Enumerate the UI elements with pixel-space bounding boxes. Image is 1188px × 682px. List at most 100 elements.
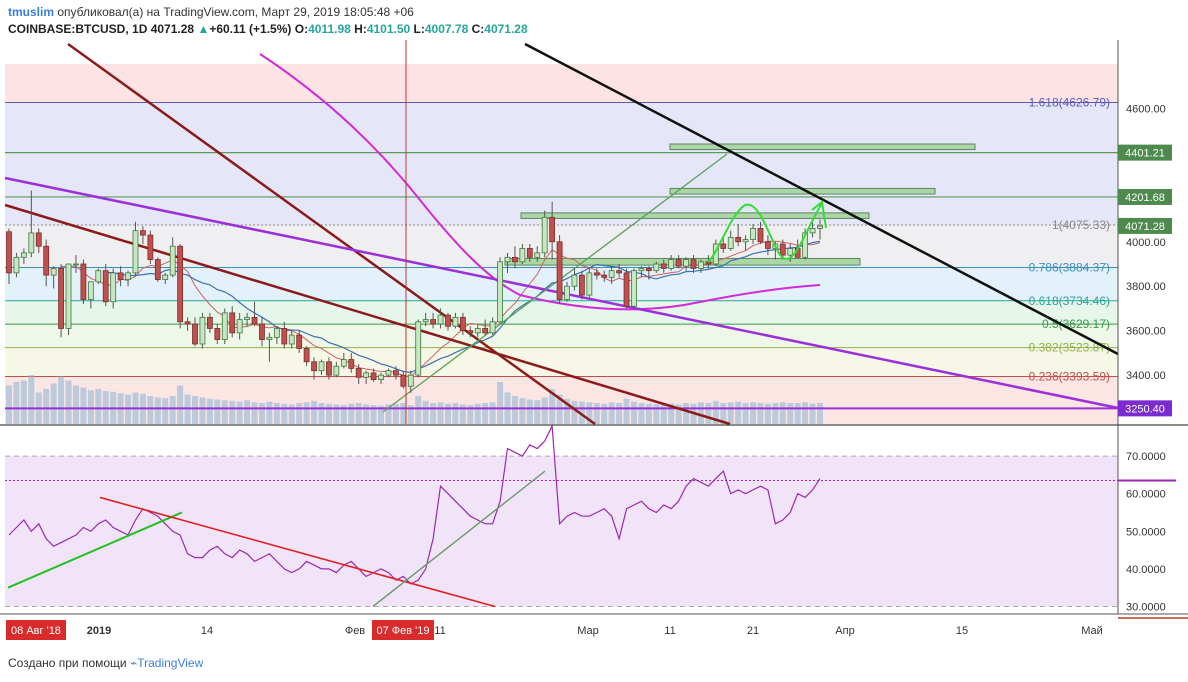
volume-bar bbox=[720, 403, 727, 424]
candle-body bbox=[28, 232, 35, 254]
candle-body bbox=[326, 361, 332, 376]
author-name[interactable]: tmuslim bbox=[8, 5, 55, 19]
candle-body bbox=[147, 234, 154, 260]
candle-body bbox=[125, 272, 131, 280]
candle-body bbox=[363, 372, 370, 378]
volume-bar bbox=[675, 404, 682, 424]
volume-bar bbox=[482, 403, 489, 424]
candle-body bbox=[556, 241, 563, 300]
candle-body bbox=[675, 259, 682, 267]
candle-body bbox=[645, 268, 652, 272]
candle-body bbox=[244, 316, 250, 320]
candle-body bbox=[296, 334, 303, 349]
candle-body bbox=[727, 236, 734, 249]
price-axis-bg bbox=[1118, 40, 1188, 614]
volume-bar bbox=[273, 403, 280, 424]
candle-body bbox=[65, 263, 72, 329]
volume-bar bbox=[258, 403, 265, 424]
price-change: +60.11 (+1.5%) bbox=[209, 22, 292, 36]
volume-bar bbox=[311, 400, 318, 424]
candle-body bbox=[474, 328, 481, 334]
volume-bar bbox=[549, 389, 556, 424]
candle-body bbox=[169, 245, 176, 276]
symbol-name[interactable]: COINBASE:BTCUSD, bbox=[8, 22, 129, 36]
candle-body bbox=[385, 370, 392, 376]
volume-bar bbox=[571, 400, 578, 424]
fib-level-label: 0.5(3629.17) bbox=[1042, 317, 1110, 331]
volume-bar bbox=[266, 401, 273, 424]
fib-zone bbox=[5, 64, 1118, 103]
candle-body bbox=[482, 328, 489, 334]
candle-body bbox=[519, 248, 526, 263]
ma-long-line bbox=[259, 53, 821, 311]
volume-bar bbox=[370, 405, 377, 424]
fib-level-label: 1.618(4626.79) bbox=[1029, 95, 1110, 109]
volume-bar bbox=[363, 404, 370, 424]
candle-body bbox=[273, 328, 280, 338]
candle-body bbox=[288, 334, 295, 345]
volume-bar bbox=[817, 403, 823, 424]
volume-bar bbox=[325, 403, 332, 424]
time-axis-label: 14 bbox=[201, 625, 213, 637]
volume-bar bbox=[6, 385, 12, 424]
time-axis-label: Май bbox=[1081, 625, 1103, 637]
candle-body bbox=[467, 330, 474, 334]
volume-bar bbox=[340, 405, 347, 424]
candle-body bbox=[541, 216, 548, 254]
tradingview-logo-icon[interactable]: ⌁ bbox=[129, 656, 138, 670]
price-tick-label: 3400.00 bbox=[1126, 370, 1166, 382]
volume-bar bbox=[80, 387, 87, 424]
candle-body bbox=[720, 243, 727, 249]
volume-bar bbox=[727, 402, 734, 424]
volume-bar bbox=[601, 403, 608, 424]
candle-body bbox=[497, 261, 503, 323]
candle-body bbox=[437, 314, 444, 325]
candle-body bbox=[742, 239, 749, 243]
volume-bar bbox=[206, 398, 213, 424]
candle-body bbox=[526, 248, 533, 258]
volume-bar bbox=[348, 403, 355, 424]
volume-bar bbox=[623, 398, 630, 424]
candle-body bbox=[259, 323, 265, 340]
volume-bar bbox=[794, 403, 801, 424]
volume-bar bbox=[541, 397, 548, 424]
candle-body bbox=[660, 263, 667, 269]
chart-canvas[interactable]: 1.618(4626.79) 1(4075.33) 0.786(3884.37) 0.… bbox=[0, 40, 1188, 650]
rsi-trend-line-gray bbox=[372, 470, 546, 608]
candle-body bbox=[787, 248, 794, 256]
fib-zone bbox=[5, 102, 1118, 226]
volume-bar bbox=[511, 396, 518, 424]
volume-bar bbox=[809, 403, 816, 424]
candle-body bbox=[58, 268, 64, 329]
open-value: 4011.98 bbox=[308, 22, 351, 36]
volume-bar bbox=[65, 380, 72, 424]
volume-bar bbox=[519, 398, 526, 424]
time-axis-label: Мар bbox=[577, 625, 599, 637]
volume-bar bbox=[378, 405, 385, 424]
volume-bar bbox=[400, 403, 407, 424]
volume-bar bbox=[318, 403, 325, 424]
candle-body bbox=[132, 230, 139, 274]
volume-bar bbox=[616, 403, 623, 424]
volume-bar bbox=[407, 405, 414, 424]
rsi-pane[interactable] bbox=[5, 423, 1118, 608]
candle-body bbox=[534, 252, 541, 258]
zone-rectangle bbox=[669, 143, 976, 151]
volume-bar bbox=[750, 402, 757, 424]
volume-bar bbox=[385, 404, 392, 424]
price-tag bbox=[1118, 400, 1172, 417]
candle-body bbox=[184, 321, 191, 325]
time-axis-label: 2019 bbox=[87, 625, 111, 637]
volume-bar bbox=[645, 403, 652, 424]
candle-body bbox=[415, 321, 422, 376]
candle-body bbox=[571, 274, 578, 287]
volume-bar bbox=[281, 403, 288, 424]
candle-body bbox=[221, 312, 228, 340]
candle-body bbox=[50, 268, 57, 276]
rsi-tick-label: 70.0000 bbox=[1126, 451, 1166, 463]
candle-body bbox=[229, 312, 236, 334]
price-pane[interactable] bbox=[4, 40, 1119, 426]
tradingview-brand[interactable]: TradingView bbox=[137, 656, 204, 670]
candle-body bbox=[817, 225, 823, 229]
volume-bar bbox=[779, 402, 786, 424]
